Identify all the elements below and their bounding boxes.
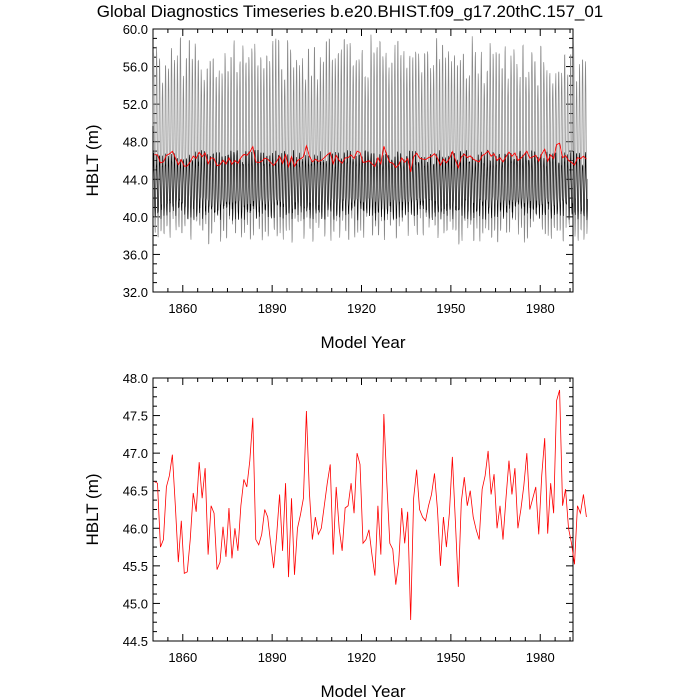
y-tick-label: 46.0 [123, 521, 148, 536]
x-tick-label: 1980 [526, 650, 555, 665]
y-tick-label: 48.0 [123, 371, 148, 386]
y-tick-label: 32.0 [123, 285, 148, 300]
x-tick-label: 1950 [436, 301, 465, 316]
x-tick-label: 1980 [526, 301, 555, 316]
y-tick-label: 48.0 [123, 135, 148, 150]
y-tick-label: 44.0 [123, 172, 148, 187]
page-title: Global Diagnostics Timeseries b.e20.BHIS… [96, 2, 604, 21]
x-tick-label: 1920 [347, 301, 376, 316]
x-axis-label: Model Year [320, 333, 405, 352]
y-tick-label: 60.0 [123, 22, 148, 37]
y-axis-label: HBLT (m) [83, 473, 102, 545]
x-tick-label: 1890 [258, 301, 287, 316]
y-tick-label: 45.5 [123, 559, 148, 574]
y-tick-label: 56.0 [123, 60, 148, 75]
y-tick-label: 44.5 [123, 634, 148, 649]
x-tick-label: 1860 [168, 301, 197, 316]
y-tick-label: 40.0 [123, 210, 148, 225]
x-tick-label: 1890 [258, 650, 287, 665]
x-tick-label: 1950 [436, 650, 465, 665]
x-tick-label: 1920 [347, 650, 376, 665]
series-line-monthly [152, 149, 588, 221]
x-axis-label: Model Year [320, 682, 405, 700]
y-tick-label: 52.0 [123, 97, 148, 112]
y-tick-label: 47.5 [123, 409, 148, 424]
y-tick-label: 47.0 [123, 446, 148, 461]
y-tick-label: 36.0 [123, 247, 148, 262]
y-tick-label: 45.0 [123, 596, 148, 611]
plot-frame [152, 377, 574, 642]
y-axis-label: HBLT (m) [83, 124, 102, 196]
series-line-monthly-gray [152, 34, 588, 245]
series-line-annual-mean-overlay [154, 142, 587, 173]
y-tick-label: 46.5 [123, 484, 148, 499]
series-line-annual-mean [154, 389, 587, 620]
bottom-panel: 1860 1890 1920 1950 1980 44.5 45.0 45.5 46.0 46.5… [83, 371, 587, 700]
top-panel: 1860 1890 1920 1950 1980 32.0 36.0 40.0 44.0 48.0… [83, 22, 588, 352]
x-tick-label: 1860 [168, 650, 197, 665]
